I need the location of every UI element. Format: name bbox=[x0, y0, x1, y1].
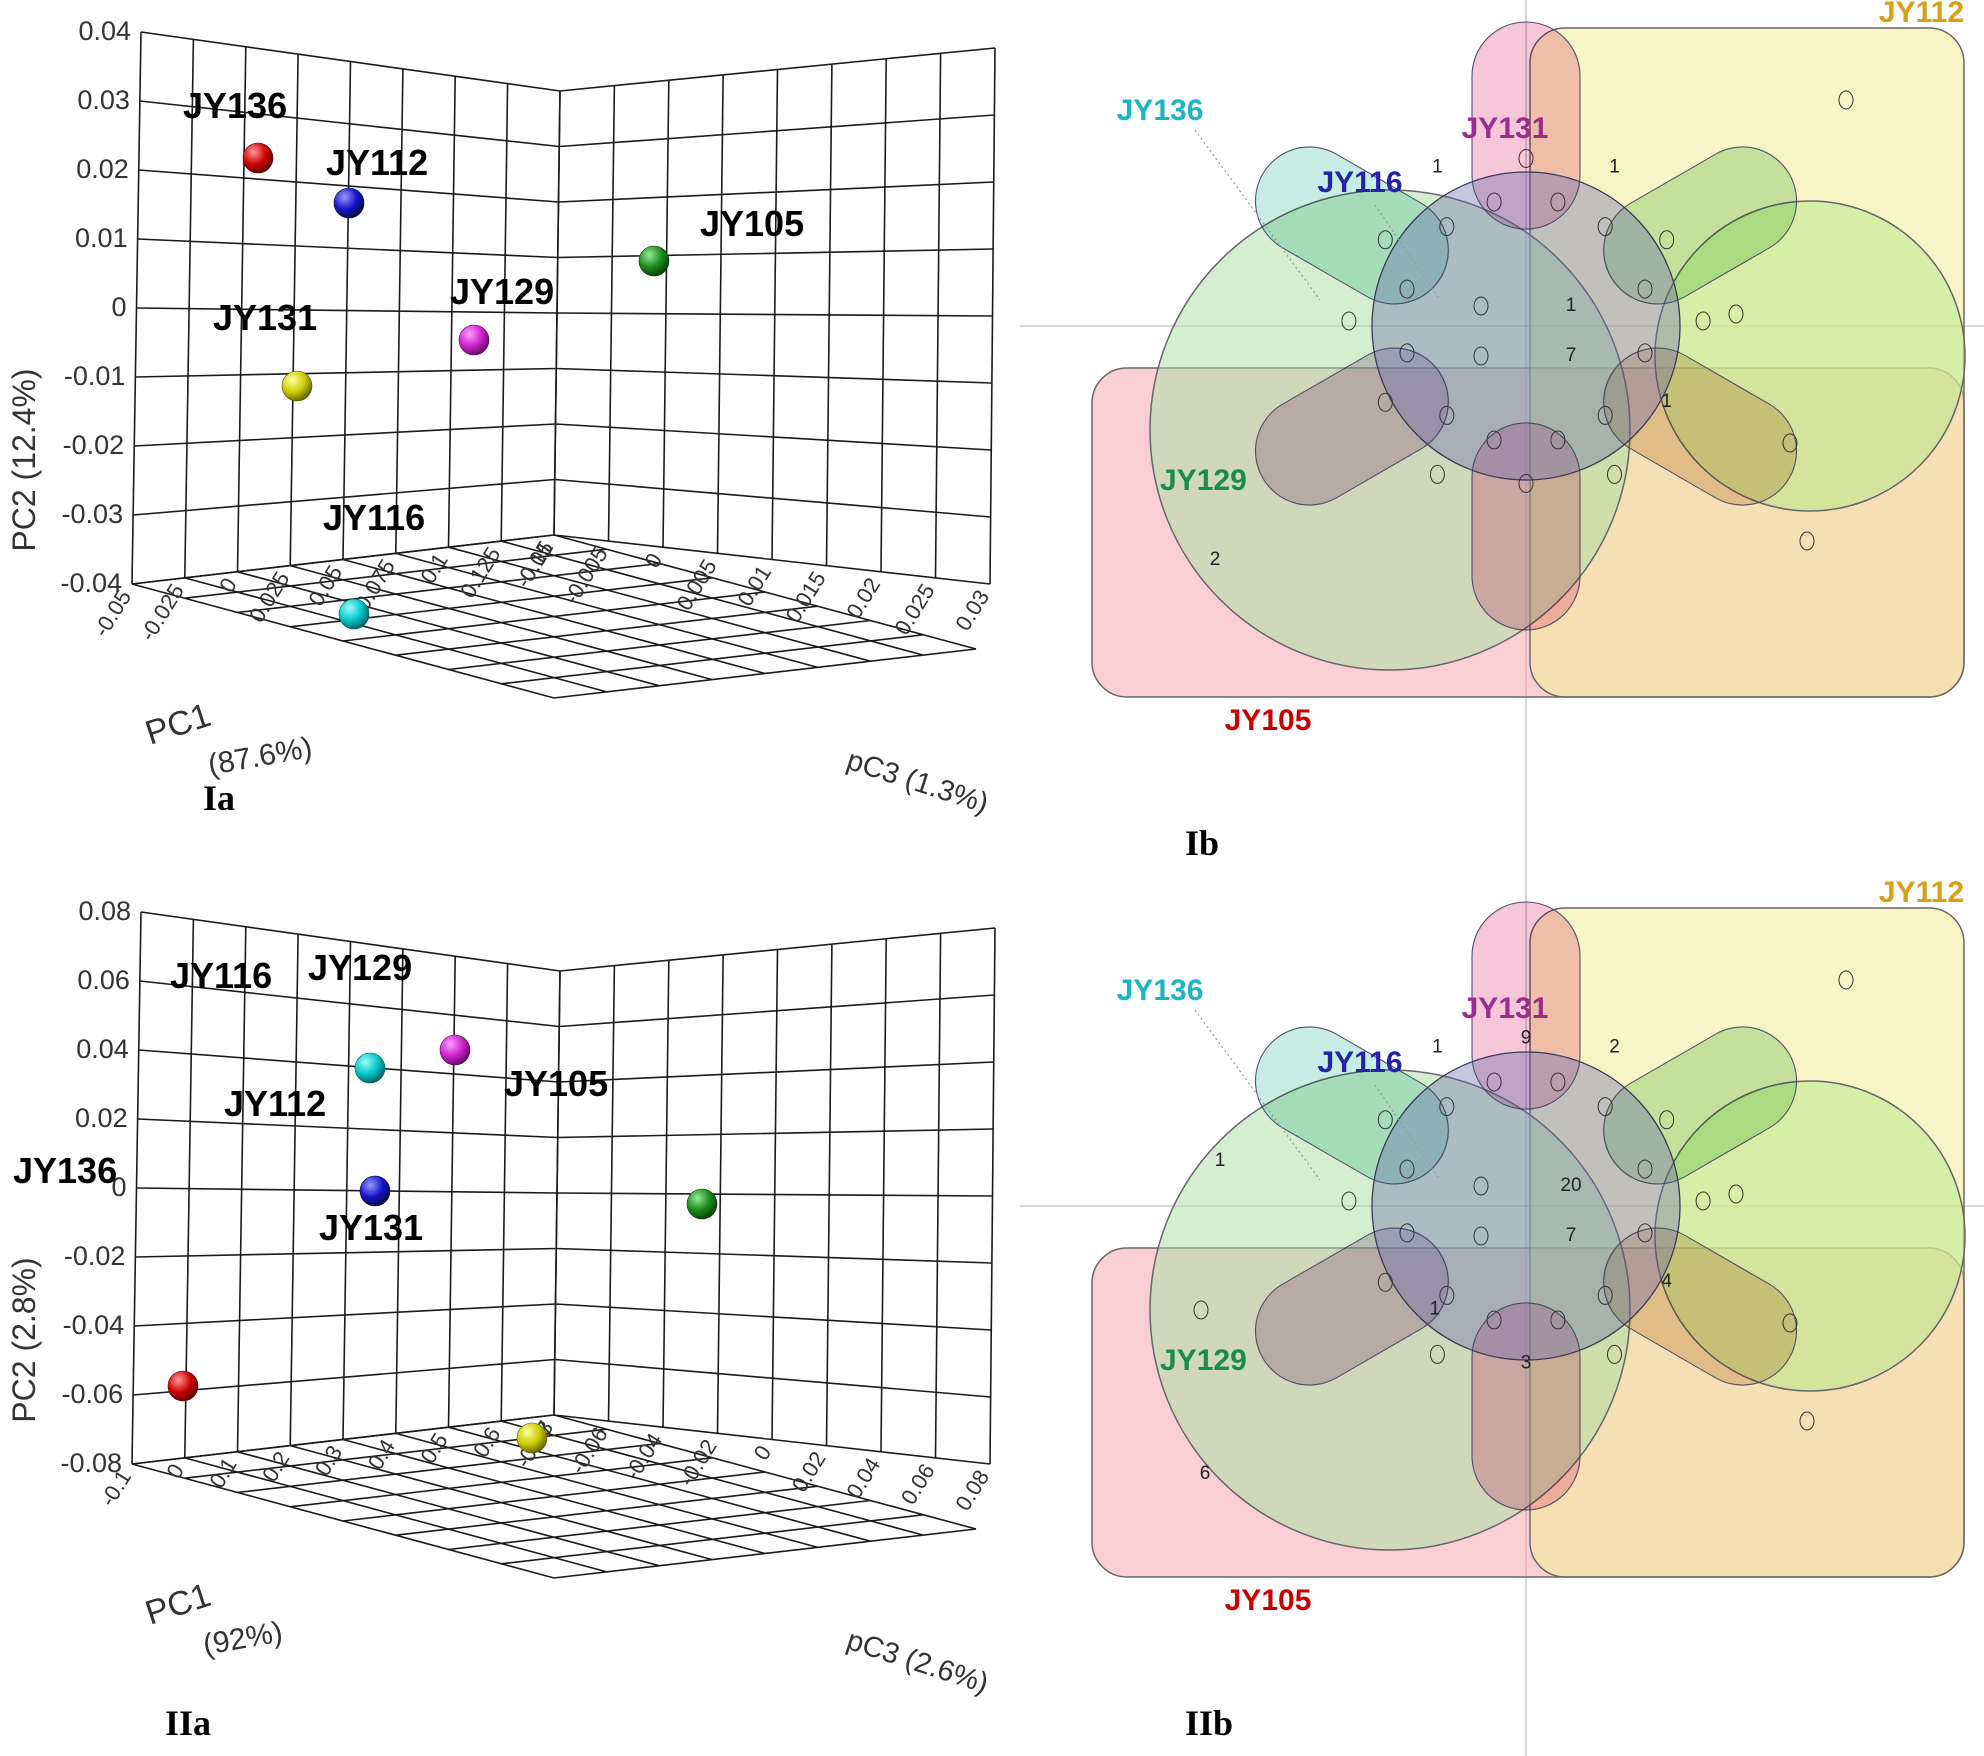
svg-text:0.08: 0.08 bbox=[950, 1465, 994, 1515]
svg-text:1: 1 bbox=[1430, 1299, 1441, 1320]
svg-text:0.03: 0.03 bbox=[77, 85, 130, 115]
svg-text:0.015: 0.015 bbox=[780, 567, 830, 627]
svg-text:0: 0 bbox=[214, 573, 242, 597]
svg-text:7: 7 bbox=[1566, 345, 1577, 366]
svg-text:JY116: JY116 bbox=[1317, 166, 1402, 199]
svg-text:JY112: JY112 bbox=[326, 142, 428, 183]
svg-text:JY129: JY129 bbox=[450, 271, 554, 312]
svg-text:JY131: JY131 bbox=[213, 297, 317, 338]
svg-text:1: 1 bbox=[1566, 295, 1577, 316]
svg-text:JY112: JY112 bbox=[1879, 0, 1964, 29]
svg-text:-0.02: -0.02 bbox=[674, 1435, 722, 1491]
svg-text:JY129: JY129 bbox=[1160, 1344, 1247, 1377]
svg-text:-0.04: -0.04 bbox=[619, 1429, 667, 1485]
svg-text:JY136: JY136 bbox=[1117, 94, 1204, 127]
svg-text:JY105: JY105 bbox=[504, 1063, 608, 1104]
svg-text:JY136: JY136 bbox=[1117, 974, 1204, 1007]
svg-text:0: 0 bbox=[640, 549, 668, 573]
svg-text:0.08: 0.08 bbox=[78, 896, 131, 926]
svg-text:0.3: 0.3 bbox=[310, 1441, 347, 1480]
svg-text:0.02: 0.02 bbox=[75, 1103, 128, 1133]
svg-text:0.01: 0.01 bbox=[732, 561, 776, 611]
svg-text:0.04: 0.04 bbox=[76, 1034, 129, 1064]
svg-text:JY136: JY136 bbox=[183, 85, 287, 126]
svg-text:20: 20 bbox=[1560, 1175, 1581, 1196]
svg-text:0.04: 0.04 bbox=[78, 16, 131, 46]
svg-text:1: 1 bbox=[1609, 157, 1620, 178]
svg-text:-0.02: -0.02 bbox=[64, 1241, 126, 1271]
svg-text:2: 2 bbox=[1210, 549, 1221, 570]
svg-text:JY105: JY105 bbox=[700, 203, 804, 244]
svg-text:JY112: JY112 bbox=[224, 1083, 326, 1124]
svg-text:JY105: JY105 bbox=[1225, 1584, 1312, 1617]
svg-text:JY131: JY131 bbox=[1462, 112, 1549, 145]
svg-text:1: 1 bbox=[1215, 1150, 1226, 1171]
svg-text:JY131: JY131 bbox=[1462, 992, 1549, 1025]
svg-text:-0.02: -0.02 bbox=[63, 430, 125, 460]
svg-text:IIb: IIb bbox=[1185, 1703, 1233, 1743]
svg-text:0.02: 0.02 bbox=[841, 573, 885, 623]
svg-text:JY116: JY116 bbox=[170, 955, 272, 996]
svg-text:PC1: PC1 bbox=[141, 696, 216, 753]
svg-text:PC1: PC1 bbox=[141, 1576, 216, 1633]
svg-text:0.06: 0.06 bbox=[77, 965, 130, 995]
svg-text:0.1: 0.1 bbox=[204, 1453, 241, 1492]
svg-text:JY131: JY131 bbox=[319, 1207, 423, 1248]
svg-text:(92%): (92%) bbox=[200, 1615, 285, 1661]
svg-text:PC2 (12.4%): PC2 (12.4%) bbox=[6, 368, 42, 551]
svg-text:1: 1 bbox=[1432, 1037, 1443, 1058]
svg-text:JY116: JY116 bbox=[1317, 1046, 1402, 1079]
svg-text:-0.005: -0.005 bbox=[558, 543, 612, 609]
svg-text:IIa: IIa bbox=[165, 1703, 211, 1743]
svg-text:7: 7 bbox=[1566, 1225, 1577, 1246]
svg-text:9: 9 bbox=[1521, 1028, 1532, 1049]
svg-text:4: 4 bbox=[1661, 1271, 1672, 1292]
svg-text:0.005: 0.005 bbox=[671, 555, 721, 615]
svg-text:0.6: 0.6 bbox=[468, 1423, 505, 1462]
svg-text:0.03: 0.03 bbox=[950, 585, 994, 635]
svg-text:2: 2 bbox=[1609, 1037, 1620, 1058]
svg-text:0.5: 0.5 bbox=[415, 1429, 452, 1468]
svg-text:1: 1 bbox=[1432, 157, 1443, 178]
svg-text:3: 3 bbox=[1521, 1353, 1532, 1374]
svg-text:0.06: 0.06 bbox=[896, 1459, 940, 1509]
svg-text:Ia: Ia bbox=[203, 778, 235, 818]
svg-text:-0.06: -0.06 bbox=[62, 1379, 124, 1409]
svg-text:0.04: 0.04 bbox=[841, 1453, 885, 1503]
svg-text:(87.6%): (87.6%) bbox=[205, 731, 314, 782]
svg-text:JY116: JY116 bbox=[323, 497, 425, 538]
svg-text:6: 6 bbox=[1200, 1463, 1211, 1484]
svg-text:-0.01: -0.01 bbox=[64, 361, 126, 391]
svg-text:0: 0 bbox=[161, 1459, 189, 1483]
svg-text:Ib: Ib bbox=[1185, 823, 1219, 863]
svg-text:0.01: 0.01 bbox=[75, 223, 128, 253]
svg-text:pC3 (2.6%): pC3 (2.6%) bbox=[843, 1624, 992, 1700]
svg-text:0.025: 0.025 bbox=[889, 579, 939, 639]
svg-text:0.1: 0.1 bbox=[415, 549, 452, 588]
svg-text:JY105: JY105 bbox=[1225, 704, 1312, 737]
svg-text:0: 0 bbox=[749, 1441, 777, 1465]
svg-text:-0.03: -0.03 bbox=[62, 499, 124, 529]
svg-text:-0.04: -0.04 bbox=[63, 1310, 125, 1340]
svg-text:1: 1 bbox=[1661, 391, 1672, 412]
svg-text:PC2 (2.8%): PC2 (2.8%) bbox=[6, 1257, 42, 1422]
svg-text:0.05: 0.05 bbox=[303, 561, 347, 611]
svg-text:0.2: 0.2 bbox=[257, 1447, 294, 1486]
svg-text:0: 0 bbox=[111, 292, 126, 322]
svg-text:JY129: JY129 bbox=[1160, 464, 1247, 497]
svg-text:-0.025: -0.025 bbox=[135, 579, 189, 645]
svg-text:JY112: JY112 bbox=[1879, 880, 1964, 909]
svg-text:0.4: 0.4 bbox=[363, 1435, 400, 1474]
svg-text:0.02: 0.02 bbox=[76, 154, 129, 184]
svg-text:JY129: JY129 bbox=[308, 947, 412, 988]
svg-text:JY136: JY136 bbox=[13, 1150, 117, 1191]
svg-text:pC3 (1.3%): pC3 (1.3%) bbox=[843, 744, 992, 820]
